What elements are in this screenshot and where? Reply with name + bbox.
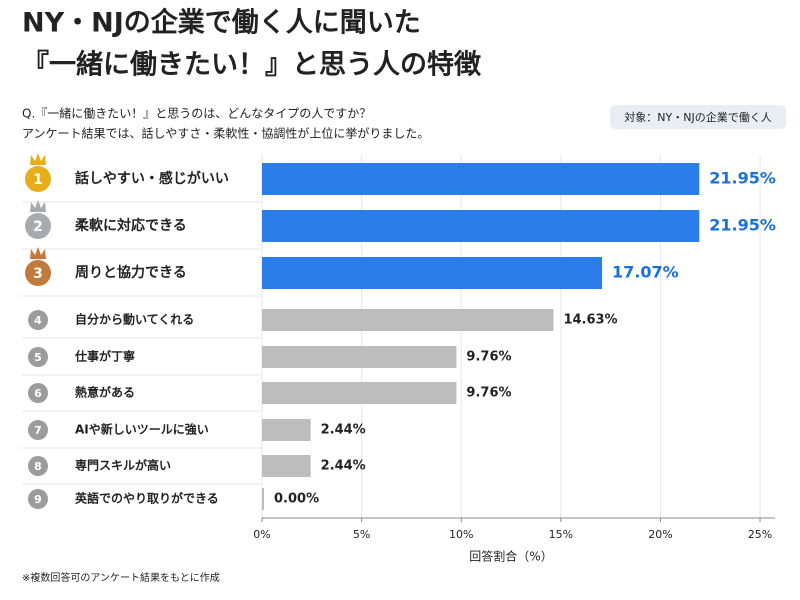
rank-badge <box>25 166 51 192</box>
x-tick-label: 20% <box>648 528 672 541</box>
bar <box>262 419 311 441</box>
rank-number: 2 <box>33 219 43 235</box>
value-label: 17.07% <box>612 263 679 282</box>
rank-badge <box>25 260 51 286</box>
bar <box>262 309 554 331</box>
crown <box>30 153 46 165</box>
rank-number: 5 <box>34 351 42 364</box>
value-label: 21.95% <box>709 169 776 188</box>
value-label: 9.76% <box>466 386 511 401</box>
value-label: 14.63% <box>563 313 617 328</box>
badge-bg <box>610 105 786 129</box>
rank-number: 6 <box>34 387 42 400</box>
category-label: 柔軟に対応できる <box>74 217 187 234</box>
x-tick-label: 0% <box>253 528 270 541</box>
category-label: 周りと協力できる <box>75 264 187 281</box>
category-label: 自分から動いてくれる <box>75 312 194 327</box>
crown <box>30 200 46 212</box>
x-tick-label: 25% <box>748 528 772 541</box>
category-label: 専門スキルが高い <box>75 458 171 473</box>
value-label: 21.95% <box>709 216 776 235</box>
bar <box>262 257 603 289</box>
value-label: 2.44% <box>321 459 366 474</box>
chart-title: NY・NJの企業で働く人に聞いた <box>22 7 421 39</box>
rank-badge <box>28 456 48 476</box>
footnote: ※複数回答可のアンケート結果をもとに作成 <box>22 571 220 584</box>
bar <box>262 488 264 510</box>
category-label: 話しやすい・感じがいい <box>75 170 229 187</box>
chart-title: 『一緒に働きたい！』と思う人の特徴 <box>22 49 482 81</box>
x-axis-label: 回答割合（%） <box>469 549 552 564</box>
subtitle: アンケート結果では、話しやすさ・柔軟性・協調性が上位に挙がりました。 <box>22 126 429 141</box>
bar <box>262 455 311 477</box>
x-tick-label: 5% <box>353 528 370 541</box>
rank-badge <box>28 489 48 509</box>
rank-number: 7 <box>34 424 42 437</box>
rank-number: 4 <box>34 314 42 327</box>
rank-number: 3 <box>33 266 43 282</box>
value-label: 9.76% <box>466 350 511 365</box>
value-label: 2.44% <box>321 423 366 438</box>
rank-badge <box>25 213 51 239</box>
category-label: AIや新しいツールに強い <box>75 422 209 437</box>
x-tick-label: 15% <box>549 528 573 541</box>
bar <box>262 210 700 242</box>
bar <box>262 163 700 195</box>
category-label: 英語でのやり取りができる <box>75 491 219 506</box>
rank-number: 9 <box>34 493 42 506</box>
category-label: 熱意がある <box>75 385 135 400</box>
x-tick-label: 10% <box>449 528 473 541</box>
rank-badge <box>28 383 48 403</box>
rank-badge <box>28 347 48 367</box>
subtitle: Q.『一緒に働きたい！』と思うのは、どんなタイプの人ですか？ <box>22 106 371 121</box>
rank-badge <box>28 420 48 440</box>
category-label: 仕事が丁寧 <box>74 349 135 364</box>
rank-number: 1 <box>33 172 43 188</box>
bar <box>262 346 457 368</box>
value-label: 0.00% <box>274 492 319 507</box>
crown <box>30 247 46 259</box>
rank-number: 8 <box>34 460 42 473</box>
bar <box>262 382 457 404</box>
badge: 対象：NY・NJの企業で働く人 <box>624 110 771 124</box>
rank-badge <box>28 310 48 330</box>
